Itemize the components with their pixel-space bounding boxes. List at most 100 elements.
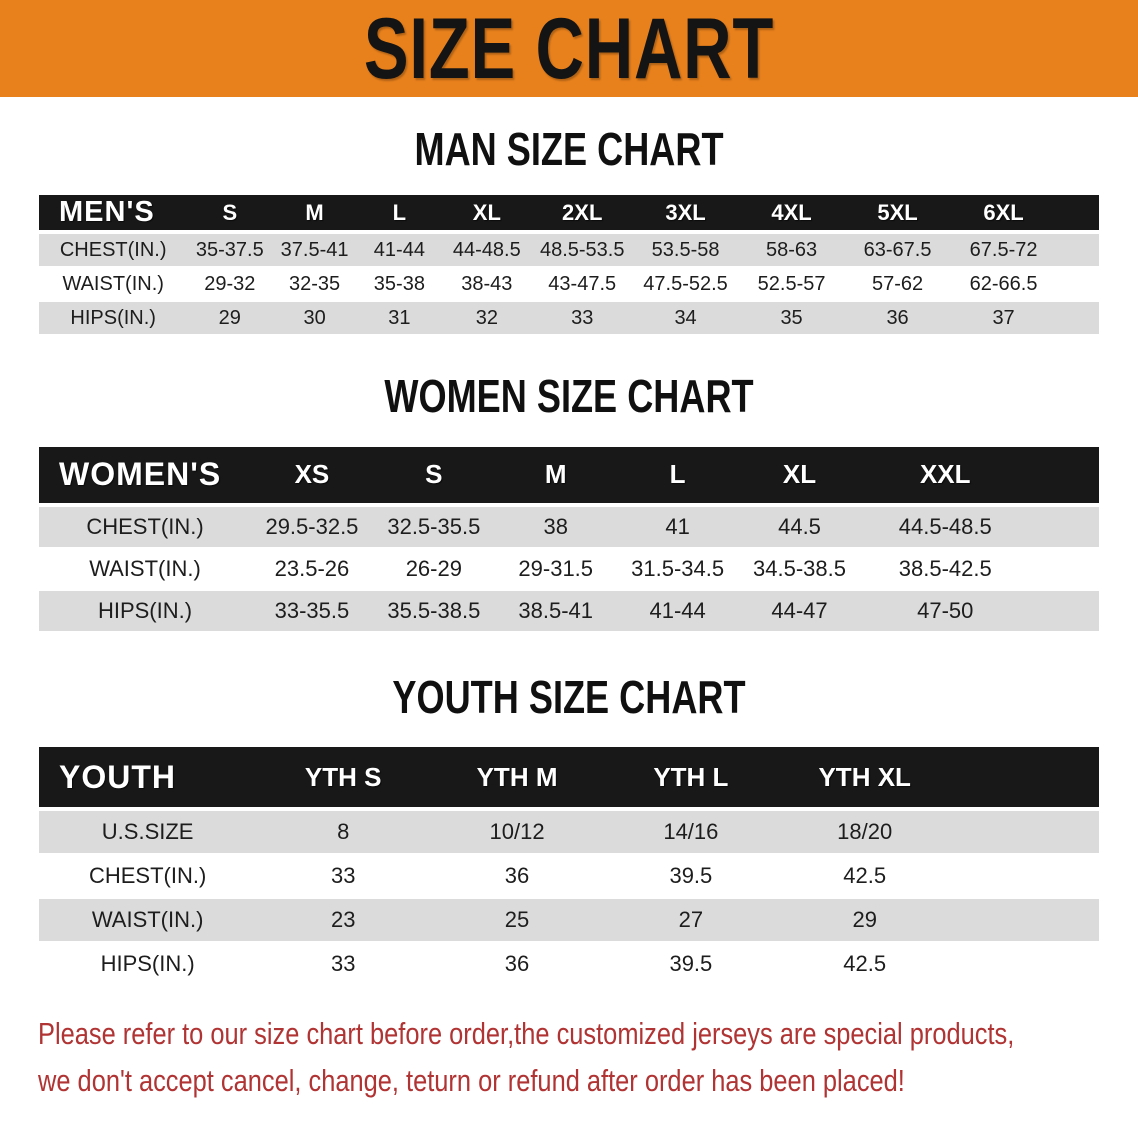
men-size-table: MEN'S S M L XL 2XL 3XL 4XL 5XL 6XL CHEST(IN.) 35-37… [39, 195, 1099, 337]
measurement-label: U.S.SIZE [39, 811, 257, 856]
measurement-value: 34.5-38.5 [738, 548, 861, 591]
row-trailing-cell [1056, 234, 1099, 269]
measurement-value: 30 [272, 302, 357, 337]
measurement-row: HIPS(IN.) 29 30 31 32 33 34 35 36 37 [39, 302, 1099, 337]
row-trailing-cell [951, 899, 1099, 944]
table-group-label: WOMEN'S [39, 446, 251, 507]
measurement-value: 37.5-41 [272, 234, 357, 269]
measurement-value: 41-44 [616, 590, 739, 633]
measurement-value: 33 [256, 855, 431, 900]
measurement-value: 62-66.5 [950, 268, 1057, 303]
measurement-value: 32 [441, 302, 532, 337]
row-trailing-cell [951, 855, 1099, 900]
size-column-header: 4XL [738, 195, 845, 235]
measurement-row: HIPS(IN.) 33-35.5 35.5-38.5 38.5-41 41-44 44-… [39, 590, 1099, 633]
women-size-chart-section: WOMEN SIZE CHART WOMEN'S XS S M L XL XXL CHEST(… [0, 371, 1138, 633]
measurement-value: 44.5 [738, 506, 861, 549]
measurement-value: 29-31.5 [494, 548, 617, 591]
measurement-value: 38 [494, 506, 617, 549]
measurement-value: 10/12 [430, 811, 604, 856]
measurement-value: 41-44 [356, 234, 442, 269]
row-trailing-cell [951, 943, 1099, 988]
banner-title: SIZE CHART [363, 0, 775, 97]
measurement-value: 63-67.5 [844, 234, 951, 269]
measurement-row: HIPS(IN.) 33 36 39.5 42.5 [39, 943, 1099, 988]
banner: SIZE CHART [0, 0, 1138, 97]
measurement-value: 36 [844, 302, 951, 337]
youth-section-heading: YOUTH SIZE CHART [392, 671, 746, 724]
men-size-chart-section: MAN SIZE CHART MEN'S S M L XL 2XL 3XL 4XL 5XL 6XL… [0, 124, 1138, 337]
size-column-header: 2XL [531, 195, 633, 235]
size-column-header: L [616, 446, 739, 507]
measurement-value: 39.5 [603, 943, 778, 988]
measurement-value: 38.5-42.5 [860, 548, 1031, 591]
measurement-value: 44-48.5 [441, 234, 532, 269]
measurement-value: 29 [187, 302, 273, 337]
size-column-header: XL [738, 446, 861, 507]
measurement-value: 25 [430, 899, 604, 944]
measurement-value: 38-43 [441, 268, 532, 303]
women-section-heading: WOMEN SIZE CHART [384, 371, 754, 424]
measurement-value: 23.5-26 [251, 548, 373, 591]
measurement-value: 67.5-72 [950, 234, 1057, 269]
measurement-value: 23 [256, 899, 431, 944]
measurement-value: 27 [603, 899, 778, 944]
women-size-table: WOMEN'S XS S M L XL XXL CHEST(IN.) 29.5-32.5 32.5… [39, 446, 1099, 633]
men-section-heading: MAN SIZE CHART [414, 124, 724, 176]
size-column-header: S [372, 446, 495, 507]
measurement-row: WAIST(IN.) 29-32 32-35 35-38 38-43 43-47.5 47.… [39, 268, 1099, 303]
measurement-value: 57-62 [844, 268, 951, 303]
measurement-value: 29.5-32.5 [251, 506, 373, 549]
measurement-value: 32.5-35.5 [372, 506, 495, 549]
measurement-value: 58-63 [738, 234, 845, 269]
measurement-value: 33 [531, 302, 633, 337]
table-group-label: MEN'S [39, 195, 188, 235]
measurement-row: CHEST(IN.) 33 36 39.5 42.5 [39, 855, 1099, 900]
measurement-label: CHEST(IN.) [39, 855, 257, 900]
measurement-label: HIPS(IN.) [39, 302, 188, 337]
size-column-header: M [494, 446, 617, 507]
header-trailing-cell [951, 747, 1099, 812]
measurement-label: WAIST(IN.) [39, 548, 251, 591]
size-header-row: MEN'S S M L XL 2XL 3XL 4XL 5XL 6XL [39, 195, 1099, 235]
measurement-value: 42.5 [777, 943, 952, 988]
measurement-value: 39.5 [603, 855, 778, 900]
header-trailing-cell [1056, 195, 1099, 235]
size-header-row: YOUTH YTH S YTH M YTH L YTH XL [39, 747, 1099, 812]
measurement-value: 35.5-38.5 [372, 590, 495, 633]
size-column-header: S [187, 195, 273, 235]
measurement-label: WAIST(IN.) [39, 268, 188, 303]
measurement-value: 41 [616, 506, 739, 549]
row-trailing-cell [951, 811, 1099, 856]
measurement-value: 42.5 [777, 855, 952, 900]
measurement-row: WAIST(IN.) 23 25 27 29 [39, 899, 1099, 944]
footer-line-1: Please refer to our size chart before or… [38, 1016, 1015, 1052]
measurement-value: 36 [430, 855, 604, 900]
measurement-value: 32-35 [272, 268, 357, 303]
measurement-label: HIPS(IN.) [39, 590, 251, 633]
row-trailing-cell [1030, 548, 1099, 591]
measurement-value: 35 [738, 302, 845, 337]
row-trailing-cell [1030, 590, 1099, 633]
measurement-value: 43-47.5 [531, 268, 633, 303]
size-column-header: L [356, 195, 442, 235]
measurement-row: CHEST(IN.) 29.5-32.5 32.5-35.5 38 41 44.5 44.5… [39, 506, 1099, 549]
size-column-header: XS [251, 446, 373, 507]
size-column-header: YTH S [256, 747, 431, 812]
measurement-value: 8 [256, 811, 431, 856]
youth-size-chart-section: YOUTH SIZE CHART YOUTH YTH S YTH M YTH L YTH… [0, 671, 1138, 988]
measurement-value: 29 [777, 899, 952, 944]
row-trailing-cell [1056, 268, 1099, 303]
measurement-value: 18/20 [777, 811, 952, 856]
size-column-header: 5XL [844, 195, 951, 235]
size-column-header: 6XL [950, 195, 1057, 235]
measurement-value: 48.5-53.5 [531, 234, 633, 269]
row-trailing-cell [1030, 506, 1099, 549]
measurement-label: WAIST(IN.) [39, 899, 257, 944]
row-trailing-cell [1056, 302, 1099, 337]
measurement-value: 44.5-48.5 [860, 506, 1031, 549]
measurement-value: 35-37.5 [187, 234, 273, 269]
measurement-value: 14/16 [603, 811, 778, 856]
measurement-row: U.S.SIZE 8 10/12 14/16 18/20 [39, 811, 1099, 856]
